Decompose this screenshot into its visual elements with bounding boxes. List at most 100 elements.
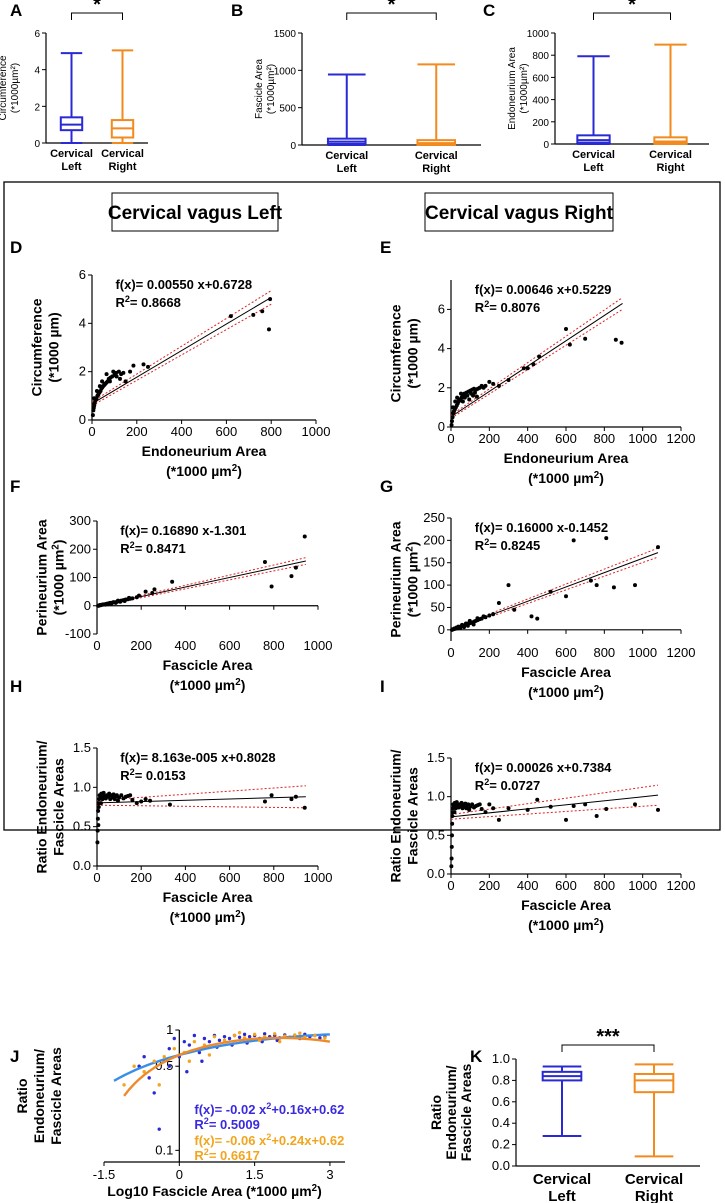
data-point — [491, 806, 496, 811]
data-point — [458, 391, 463, 396]
data-point — [604, 536, 609, 541]
box-iqr — [576, 134, 611, 144]
x-tick-label: 200 — [130, 870, 152, 885]
y-tick-label: 1500 — [274, 29, 297, 40]
data-point — [167, 802, 172, 807]
data-point — [449, 423, 454, 428]
x-tick-label: 0 — [447, 645, 454, 660]
ci-upper — [91, 290, 272, 403]
x-tick-label: 400 — [517, 431, 539, 446]
data-point — [479, 807, 484, 812]
x-tick-label: 400 — [175, 870, 197, 885]
ci-lower — [96, 563, 306, 608]
panel-label-c: C — [483, 1, 495, 20]
y-tick-label: 150 — [423, 555, 445, 570]
data-point — [105, 602, 110, 607]
data-point — [450, 821, 455, 826]
x-axis-label: Log10 Fascicle Area (*1000 µm2) — [107, 1183, 322, 1200]
data-point — [313, 1033, 317, 1038]
significance-marker: * — [628, 0, 636, 16]
data-point — [94, 389, 99, 393]
data-point — [477, 802, 482, 807]
x-tick-label: 1000 — [304, 870, 333, 885]
chart-i: I 0 200 400 600 800 1000 1200 0.0 0.5 1.0 1.5 Fascic… — [380, 677, 695, 933]
y-axis-label: (*1000µm²) — [10, 63, 21, 113]
data-point — [472, 390, 477, 395]
data-point — [512, 607, 517, 612]
data-point — [594, 814, 599, 818]
data-point — [104, 372, 109, 377]
data-point — [496, 383, 501, 388]
fit-r-squared: R2= 0.8076 — [475, 299, 540, 315]
category-label: Cervical — [533, 1171, 591, 1188]
x-tick-label: 800 — [593, 878, 615, 893]
data-point — [449, 833, 454, 838]
data-point — [162, 1054, 166, 1059]
category-label: Right — [108, 161, 136, 173]
x-tick-label: 1000 — [302, 424, 331, 439]
fit-equation: f(x)= 0.00550 x+0.6728 — [115, 277, 252, 292]
panel-label-k: K — [470, 1047, 483, 1066]
data-point — [262, 799, 267, 804]
y-tick-label: 0 — [79, 412, 86, 427]
fit-line — [91, 296, 272, 405]
data-point — [167, 1064, 171, 1068]
ci-lower — [450, 804, 659, 820]
x-tick-label: 400 — [517, 878, 539, 893]
data-point — [147, 1076, 151, 1080]
data-point — [232, 1033, 237, 1038]
fit-equation: f(x)= 8.163e-005 x+0.8028 — [120, 750, 275, 765]
data-point — [115, 798, 120, 803]
data-point — [187, 1043, 192, 1047]
data-point — [467, 618, 472, 623]
x-tick-label: 800 — [260, 424, 282, 439]
fit-r-squared: R2= 0.0727 — [475, 777, 540, 793]
data-point — [531, 362, 536, 367]
data-point — [483, 810, 488, 815]
y-tick-label: 1 — [166, 1022, 173, 1037]
panel-label-i: I — [380, 677, 385, 696]
data-point — [278, 1039, 282, 1044]
ci-lower — [96, 804, 306, 809]
data-point — [268, 297, 273, 302]
y-tick-label: 0.8 — [492, 1072, 510, 1087]
data-point — [107, 379, 112, 384]
data-point — [119, 793, 124, 798]
data-point — [293, 794, 298, 799]
data-point — [131, 363, 136, 368]
y-axis-label: (*1000µm²) — [519, 63, 530, 113]
y-axis-label: Ratio — [428, 1095, 444, 1130]
data-point — [496, 817, 501, 822]
data-point — [537, 354, 542, 359]
y-tick-label: 0 — [34, 139, 40, 150]
x-tick-label: 600 — [219, 870, 241, 885]
y-tick-label: 0 — [438, 622, 445, 637]
header-right: Cervical vagus Right — [424, 192, 614, 232]
box-right — [416, 63, 457, 146]
y-tick-label: 1000 — [274, 66, 297, 77]
data-point — [491, 381, 496, 386]
fit-equation: f(x)= 0.16890 x-1.301 — [120, 523, 246, 538]
data-point — [148, 798, 153, 803]
data-point — [118, 599, 123, 604]
data-point — [242, 1032, 247, 1037]
header-right-text: Cervical vagus Right — [425, 203, 614, 224]
data-point — [200, 1059, 204, 1063]
x-tick-label: 600 — [555, 878, 577, 893]
data-point — [207, 1039, 212, 1044]
box-right — [653, 43, 688, 145]
data-point — [548, 804, 553, 809]
category-label: Right — [422, 163, 450, 175]
fit-line — [450, 794, 659, 818]
data-point — [302, 534, 307, 539]
category-label: Cervical — [101, 148, 144, 160]
header-left: Cervical vagus Left — [108, 192, 283, 232]
data-point — [491, 612, 496, 617]
fit-r-squared: R2= 0.6617 — [194, 1147, 259, 1163]
x-axis-label: Fascicle Area — [163, 657, 253, 673]
y-tick-label: 1.5 — [427, 750, 445, 765]
x-axis-unit: (*1000 µm2) — [166, 463, 242, 480]
